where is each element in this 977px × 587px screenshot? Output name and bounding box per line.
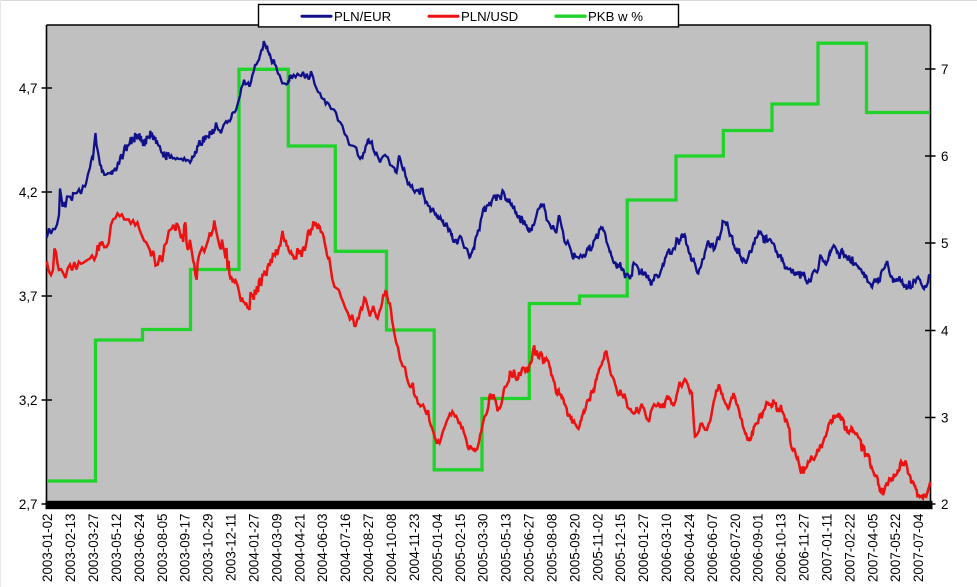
svg-text:6: 6 [941, 149, 948, 164]
svg-text:2005-09-20: 2005-09-20 [567, 514, 582, 583]
svg-text:2007-01-11: 2007-01-11 [820, 514, 835, 582]
svg-text:2004-03-09: 2004-03-09 [269, 514, 284, 583]
svg-text:2004-10-08: 2004-10-08 [384, 514, 399, 583]
svg-text:2005-06-27: 2005-06-27 [522, 514, 537, 583]
svg-text:2004-04-21: 2004-04-21 [292, 514, 307, 583]
svg-text:PLN/USD: PLN/USD [461, 9, 518, 24]
svg-text:4,7: 4,7 [19, 81, 38, 96]
svg-text:4: 4 [941, 323, 949, 338]
svg-text:3,7: 3,7 [19, 289, 38, 304]
svg-text:4,2: 4,2 [19, 185, 38, 200]
svg-text:2004-07-16: 2004-07-16 [338, 514, 353, 583]
svg-text:2006-04-24: 2006-04-24 [682, 513, 697, 582]
svg-text:2003-06-24: 2003-06-24 [132, 513, 147, 582]
svg-text:5: 5 [941, 236, 948, 251]
svg-text:2006-01-27: 2006-01-27 [636, 514, 651, 583]
svg-text:7: 7 [941, 62, 948, 77]
svg-text:2003-10-29: 2003-10-29 [201, 514, 216, 583]
svg-text:2004-11-23: 2004-11-23 [407, 514, 422, 582]
svg-text:2003-12-11: 2003-12-11 [224, 514, 239, 582]
svg-text:2005-08-08: 2005-08-08 [544, 514, 559, 583]
svg-text:2006-07-20: 2006-07-20 [728, 514, 743, 583]
svg-text:2005-11-02: 2005-11-02 [590, 514, 605, 582]
svg-text:2007-04-05: 2007-04-05 [865, 514, 880, 583]
svg-text:2003-08-05: 2003-08-05 [155, 514, 170, 583]
svg-text:2005-12-15: 2005-12-15 [613, 514, 628, 583]
svg-text:2004-08-27: 2004-08-27 [361, 514, 376, 583]
svg-text:2007-07-04: 2007-07-04 [911, 513, 926, 582]
svg-text:2006-10-13: 2006-10-13 [774, 514, 789, 583]
svg-text:2006-09-01: 2006-09-01 [751, 514, 766, 583]
svg-text:2,7: 2,7 [19, 497, 38, 512]
svg-text:2006-11-27: 2006-11-27 [797, 514, 812, 582]
svg-text:3: 3 [941, 410, 948, 425]
svg-text:2006-03-10: 2006-03-10 [659, 514, 674, 583]
svg-text:2007-05-22: 2007-05-22 [888, 514, 903, 583]
svg-text:2005-02-15: 2005-02-15 [453, 514, 468, 583]
svg-text:2004-06-03: 2004-06-03 [315, 514, 330, 583]
svg-text:2003-01-02: 2003-01-02 [40, 514, 55, 583]
svg-text:3,2: 3,2 [19, 393, 38, 408]
svg-text:2007-02-22: 2007-02-22 [842, 514, 857, 583]
svg-text:PKB w %: PKB w % [588, 9, 643, 24]
svg-text:2005-01-04: 2005-01-04 [430, 513, 445, 582]
svg-text:2004-01-27: 2004-01-27 [247, 514, 262, 583]
svg-text:2003-05-12: 2003-05-12 [109, 514, 124, 583]
svg-text:2003-03-27: 2003-03-27 [86, 514, 101, 583]
svg-text:2006-06-07: 2006-06-07 [705, 514, 720, 583]
svg-text:PLN/EUR: PLN/EUR [334, 9, 391, 24]
svg-text:2003-09-17: 2003-09-17 [178, 514, 193, 583]
svg-text:2: 2 [941, 497, 948, 512]
svg-text:2005-03-30: 2005-03-30 [476, 514, 491, 583]
svg-text:2005-05-13: 2005-05-13 [499, 514, 514, 583]
svg-text:2003-02-13: 2003-02-13 [63, 514, 78, 583]
